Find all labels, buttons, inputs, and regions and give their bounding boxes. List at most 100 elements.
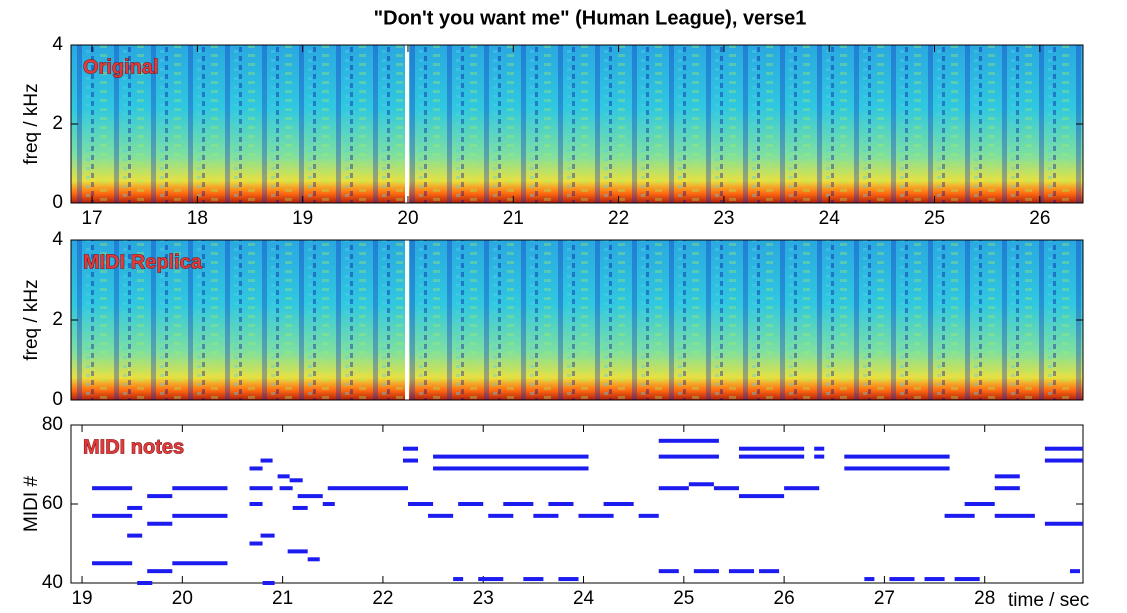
midi-note: [478, 577, 504, 582]
y-tick-label: 4: [52, 229, 63, 250]
x-tick-label: 27: [874, 588, 895, 609]
midi-note: [172, 486, 228, 491]
midi-note: [738, 454, 805, 459]
y-tick-label: 0: [52, 389, 63, 410]
midi-note: [249, 541, 263, 546]
midi-note: [728, 569, 755, 574]
midi-note: [292, 505, 308, 510]
y-tick-label: 60: [42, 493, 63, 514]
midi-note: [548, 502, 574, 506]
x-tick-label: 20: [397, 208, 418, 229]
x-axis-label: time / sec: [1008, 590, 1089, 611]
y-tick-label: 0: [52, 192, 63, 213]
midi-note: [638, 513, 659, 518]
midi-note: [488, 513, 514, 518]
midi-note: [402, 458, 419, 463]
midi-note: [944, 513, 975, 518]
x-tick-label: 22: [608, 208, 629, 229]
x-tick-label: 17: [81, 208, 102, 229]
x-tick-label: 21: [272, 588, 293, 609]
midi-note: [277, 474, 290, 479]
midi-note: [784, 486, 820, 491]
y-tick-label: 80: [42, 414, 63, 435]
midi-note: [759, 569, 780, 574]
midi-note: [289, 478, 303, 483]
midi-note: [658, 486, 689, 491]
spectrogram-gap: [405, 240, 409, 400]
y-tick-label: 40: [42, 572, 63, 593]
spectrogram-texture: [71, 240, 1083, 400]
midi-note: [249, 466, 263, 471]
midi-note: [658, 454, 719, 459]
midi-note: [814, 454, 825, 459]
y-axis-label: freq / kHz: [21, 83, 42, 164]
x-tick-label: 21: [503, 208, 524, 229]
midi-note: [994, 474, 1020, 479]
x-tick-label: 23: [713, 208, 734, 229]
midi-note: [924, 577, 945, 582]
midi-note: [260, 458, 273, 463]
midi-note: [249, 502, 263, 506]
midi-note: [738, 494, 785, 499]
midi-note: [407, 502, 434, 506]
x-tick-label: 23: [473, 588, 494, 609]
midi-note: [428, 513, 454, 518]
midi-note: [844, 466, 950, 471]
midi-note: [1044, 446, 1083, 451]
x-tick-label: 19: [292, 208, 313, 229]
midi-note: [322, 502, 335, 506]
x-tick-label: 24: [819, 208, 841, 229]
midi-note: [327, 486, 408, 491]
annotation: MIDI Replica: [83, 251, 203, 273]
midi-note: [688, 482, 714, 487]
x-tick-label: 20: [172, 588, 193, 609]
midi-note: [137, 581, 153, 585]
midi-note: [603, 502, 634, 506]
midi-note: [994, 513, 1035, 518]
spectrogram-gap: [405, 45, 409, 203]
midi-note: [249, 486, 273, 491]
chart-title: "Don't you want me" (Human League), vers…: [374, 7, 807, 29]
x-tick-label: 25: [924, 208, 945, 229]
midi-note: [954, 577, 980, 582]
y-axis-label: MIDI #: [21, 476, 42, 532]
midi-note: [260, 533, 275, 538]
midi-note: [172, 513, 228, 518]
midi-note: [658, 438, 719, 443]
annotation: Original: [83, 56, 159, 78]
x-tick-label: 24: [573, 588, 595, 609]
midi-note: [453, 577, 464, 582]
midi-note: [523, 577, 544, 582]
midi-note: [658, 569, 679, 574]
annotation: MIDI notes: [83, 436, 184, 458]
x-tick-label: 18: [187, 208, 208, 229]
midi-note: [262, 581, 275, 585]
y-tick-label: 2: [52, 113, 63, 134]
midi-note: [814, 446, 825, 451]
plot-frame: [70, 424, 1084, 584]
midi-note: [1069, 569, 1080, 574]
spectrogram-texture: [71, 45, 1083, 203]
midi-note: [92, 561, 133, 566]
midi-note: [172, 561, 228, 566]
midi-note: [1044, 521, 1083, 526]
midi-note: [1044, 458, 1083, 463]
midi-note: [578, 513, 614, 518]
midi-note: [889, 577, 915, 582]
midi-note: [458, 502, 484, 506]
x-tick-label: 22: [372, 588, 393, 609]
midi-note: [503, 502, 534, 506]
midi-note: [864, 577, 875, 582]
midi-note: [964, 502, 995, 506]
midi-note: [307, 557, 320, 562]
midi-note: [287, 549, 308, 554]
x-tick-label: 28: [974, 588, 995, 609]
x-tick-label: 26: [1029, 208, 1050, 229]
midi-note: [402, 446, 419, 451]
midi-note: [92, 513, 133, 518]
midi-note: [558, 577, 579, 582]
y-tick-label: 2: [52, 309, 63, 330]
midi-note: [844, 454, 950, 459]
midi-note: [713, 486, 739, 491]
